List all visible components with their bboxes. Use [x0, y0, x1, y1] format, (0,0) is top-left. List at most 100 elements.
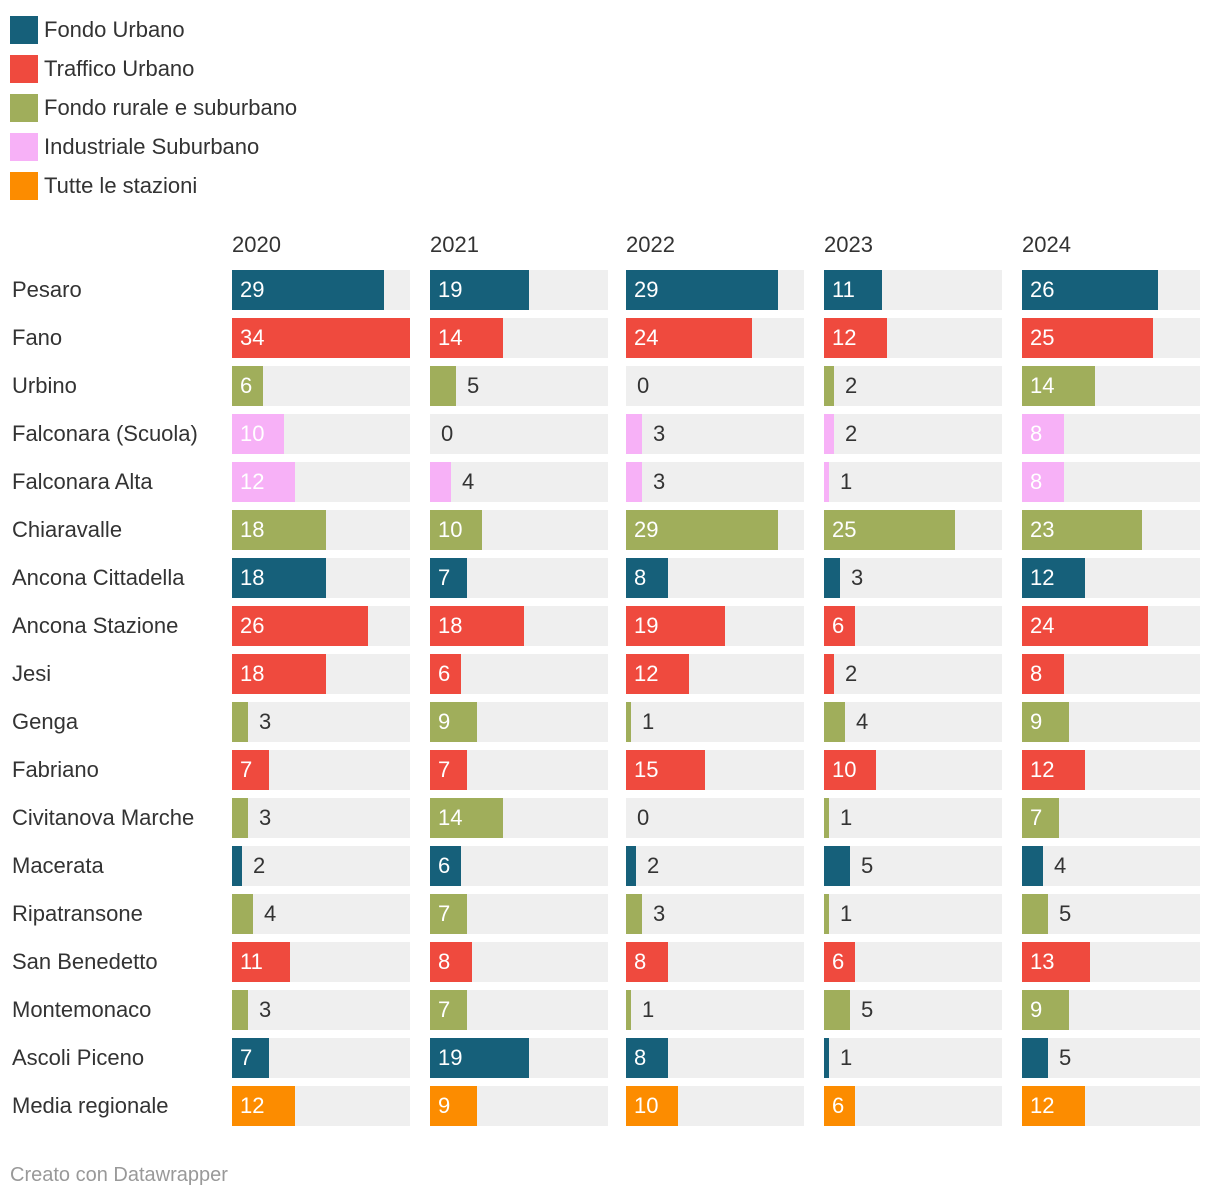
- bar: [626, 846, 636, 886]
- data-label: 29: [634, 517, 659, 542]
- row-label: Genga: [12, 709, 79, 734]
- bar-track: 8: [626, 1038, 804, 1078]
- bar-track: 10: [430, 510, 608, 550]
- data-label: 11: [240, 949, 263, 974]
- bar-track: 9: [1022, 702, 1200, 742]
- bar-track: 2: [824, 654, 1002, 694]
- bar: [1022, 846, 1043, 886]
- row-label: Ripatransone: [12, 901, 143, 926]
- data-label: 8: [1030, 661, 1043, 686]
- bar-track: 3: [232, 990, 410, 1030]
- legend-swatch: [10, 54, 38, 83]
- data-label: 8: [634, 565, 647, 590]
- data-label: 7: [438, 757, 451, 782]
- bar-track: 7: [1022, 798, 1200, 838]
- bar: [1022, 558, 1085, 598]
- bar-track: 3: [232, 702, 410, 742]
- bar: [232, 318, 410, 358]
- data-label: 25: [1030, 325, 1055, 350]
- data-label: 5: [467, 373, 480, 398]
- bar-track: 6: [824, 606, 1002, 646]
- bar: [430, 510, 482, 550]
- data-label: 0: [637, 805, 650, 830]
- bar: [626, 942, 668, 982]
- bar-track: 2: [824, 414, 1002, 454]
- bar: [626, 654, 689, 694]
- data-label: 9: [1030, 709, 1043, 734]
- bar-track: 13: [1022, 942, 1200, 982]
- bar-track: 9: [430, 702, 608, 742]
- bar: [232, 894, 253, 934]
- bar: [232, 846, 242, 886]
- data-label: 7: [438, 997, 451, 1022]
- bar: [824, 318, 887, 358]
- data-label: 2: [845, 661, 858, 686]
- data-label: 7: [438, 565, 451, 590]
- data-label: 7: [240, 757, 253, 782]
- row-label: Ancona Stazione: [12, 613, 179, 638]
- bar-track: 0: [626, 366, 804, 406]
- bar-track: 34: [232, 318, 410, 358]
- data-label: 8: [634, 1045, 647, 1070]
- legend-swatch: [10, 15, 38, 44]
- bar-track: 25: [1022, 318, 1200, 358]
- bar: [430, 654, 461, 694]
- bar: [1022, 366, 1095, 406]
- data-label: 1: [840, 469, 853, 494]
- bar: [1022, 318, 1153, 358]
- bar: [824, 606, 855, 646]
- bar-track: 1: [824, 798, 1002, 838]
- data-label: 12: [634, 661, 659, 686]
- bar-track: 2: [232, 846, 410, 886]
- bar-track: 26: [1022, 270, 1200, 310]
- data-label: 19: [438, 1045, 463, 1070]
- bar: [1022, 894, 1048, 934]
- row-label: Media regionale: [12, 1093, 169, 1118]
- data-label: 8: [634, 949, 647, 974]
- legend-label: Tutte le stazioni: [44, 172, 198, 198]
- bar: [626, 894, 642, 934]
- bar-track: 12: [1022, 558, 1200, 598]
- bar-track: 3: [232, 798, 410, 838]
- bar: [1022, 702, 1069, 742]
- data-label: 10: [634, 1093, 659, 1118]
- data-label: 2: [647, 853, 660, 878]
- data-label: 2: [845, 373, 858, 398]
- bar: [430, 462, 451, 502]
- data-label: 10: [240, 421, 265, 446]
- row-label: Chiaravalle: [12, 517, 123, 542]
- data-label: 9: [1030, 997, 1043, 1022]
- data-label: 7: [438, 901, 451, 926]
- bar-track: 1: [626, 990, 804, 1030]
- bar-track: 1: [824, 1038, 1002, 1078]
- bar: [626, 558, 668, 598]
- row-label: Ascoli Piceno: [12, 1045, 145, 1070]
- bar-track: 18: [232, 558, 410, 598]
- bar: [232, 654, 326, 694]
- bar-track: 10: [626, 1086, 804, 1126]
- data-label: 26: [240, 613, 265, 638]
- data-label: 29: [240, 277, 265, 302]
- data-label: 3: [259, 805, 272, 830]
- legend-label: Traffico Urbano: [44, 55, 195, 81]
- bar-track: 9: [1022, 990, 1200, 1030]
- year-header: 2022: [626, 232, 675, 257]
- legend-label: Fondo Urbano: [44, 16, 185, 42]
- row-label: Fano: [12, 325, 63, 350]
- bar-track: 12: [626, 654, 804, 694]
- bar-track: 3: [626, 414, 804, 454]
- bar: [1022, 606, 1148, 646]
- bar: [626, 606, 725, 646]
- bar: [824, 270, 882, 310]
- bar: [824, 750, 876, 790]
- data-label: 18: [240, 517, 265, 542]
- data-label: 14: [438, 325, 463, 350]
- bar-track: 3: [626, 894, 804, 934]
- bar-track: 3: [824, 558, 1002, 598]
- legend-item: Tutte le stazioni: [10, 166, 297, 205]
- bar: [824, 942, 855, 982]
- row-label: Civitanova Marche: [12, 805, 195, 830]
- legend-label: Industriale Suburbano: [44, 133, 260, 159]
- data-label: 3: [653, 469, 666, 494]
- bar-track: 19: [430, 270, 608, 310]
